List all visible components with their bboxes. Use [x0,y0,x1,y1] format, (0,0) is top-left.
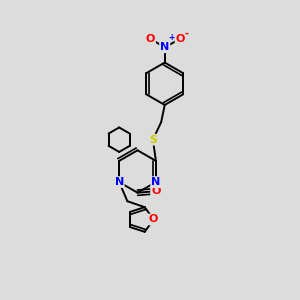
Text: -: - [184,29,188,39]
Text: N: N [115,177,124,187]
Text: N: N [160,42,169,52]
Text: +: + [168,33,174,42]
Text: O: O [146,34,155,44]
Text: O: O [151,186,160,196]
Text: N: N [151,177,160,187]
Text: O: O [149,214,158,224]
Text: O: O [175,34,185,44]
Text: S: S [149,135,157,145]
